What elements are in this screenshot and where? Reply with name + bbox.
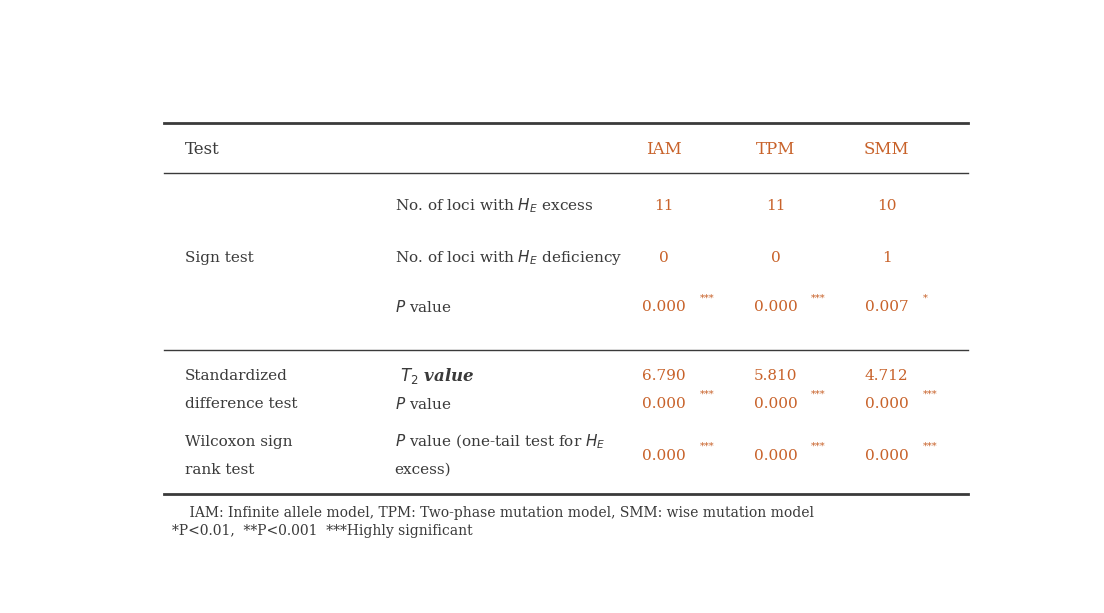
Text: 5.810: 5.810 — [754, 368, 797, 383]
Text: Standardized: Standardized — [185, 368, 288, 383]
Text: ***: *** — [811, 442, 826, 451]
Text: ***: *** — [923, 390, 937, 399]
Text: 0.000: 0.000 — [754, 449, 797, 463]
Text: *P<0.01,  **P<0.001  ***Highly significant: *P<0.01, **P<0.001 ***Highly significant — [172, 524, 473, 538]
Text: 0.000: 0.000 — [864, 449, 909, 463]
Text: ***: *** — [811, 293, 826, 302]
Text: *: * — [923, 293, 927, 302]
Text: No. of loci with $\mathit{H_E}$ deficiency: No. of loci with $\mathit{H_E}$ deficien… — [395, 248, 622, 267]
Text: 0.000: 0.000 — [643, 397, 686, 411]
Text: 0.000: 0.000 — [643, 449, 686, 463]
Text: IAM: IAM — [646, 140, 682, 158]
Text: $\mathit{P}$ value: $\mathit{P}$ value — [395, 396, 452, 412]
Text: 11: 11 — [655, 199, 673, 213]
Text: ***: *** — [923, 442, 937, 451]
Text: 0.000: 0.000 — [754, 397, 797, 411]
Text: 10: 10 — [877, 199, 896, 213]
Text: 0.007: 0.007 — [864, 300, 909, 314]
Text: 0: 0 — [659, 251, 669, 265]
Text: IAM: Infinite allele model, TPM: Two-phase mutation model, SMM: wise mutation mo: IAM: Infinite allele model, TPM: Two-pha… — [172, 506, 815, 520]
Text: excess): excess) — [395, 463, 452, 477]
Text: ***: *** — [700, 442, 714, 451]
Text: difference test: difference test — [185, 397, 298, 411]
Text: 1: 1 — [882, 251, 892, 265]
Text: ***: *** — [811, 390, 826, 399]
Text: No. of loci with $\mathit{H_E}$ excess: No. of loci with $\mathit{H_E}$ excess — [395, 196, 593, 215]
Text: 0.000: 0.000 — [864, 397, 909, 411]
Text: Wilcoxon sign: Wilcoxon sign — [185, 435, 293, 449]
Text: ***: *** — [700, 293, 714, 302]
Text: 11: 11 — [766, 199, 785, 213]
Text: TPM: TPM — [756, 140, 795, 158]
Text: 0.000: 0.000 — [643, 300, 686, 314]
Text: $\mathit{T_2}$ value: $\mathit{T_2}$ value — [400, 365, 475, 386]
Text: $\mathit{P}$ value (one-tail test for $\mathit{H_E}$: $\mathit{P}$ value (one-tail test for $\… — [395, 433, 605, 451]
Text: rank test: rank test — [185, 463, 254, 477]
Text: 6.790: 6.790 — [643, 368, 686, 383]
Text: Test: Test — [185, 140, 220, 158]
Text: Sign test: Sign test — [185, 251, 254, 265]
Text: 0.000: 0.000 — [754, 300, 797, 314]
Text: 0: 0 — [771, 251, 781, 265]
Text: SMM: SMM — [863, 140, 910, 158]
Text: $\mathit{P}$ value: $\mathit{P}$ value — [395, 299, 452, 315]
Text: 4.712: 4.712 — [864, 368, 909, 383]
Text: ***: *** — [700, 390, 714, 399]
